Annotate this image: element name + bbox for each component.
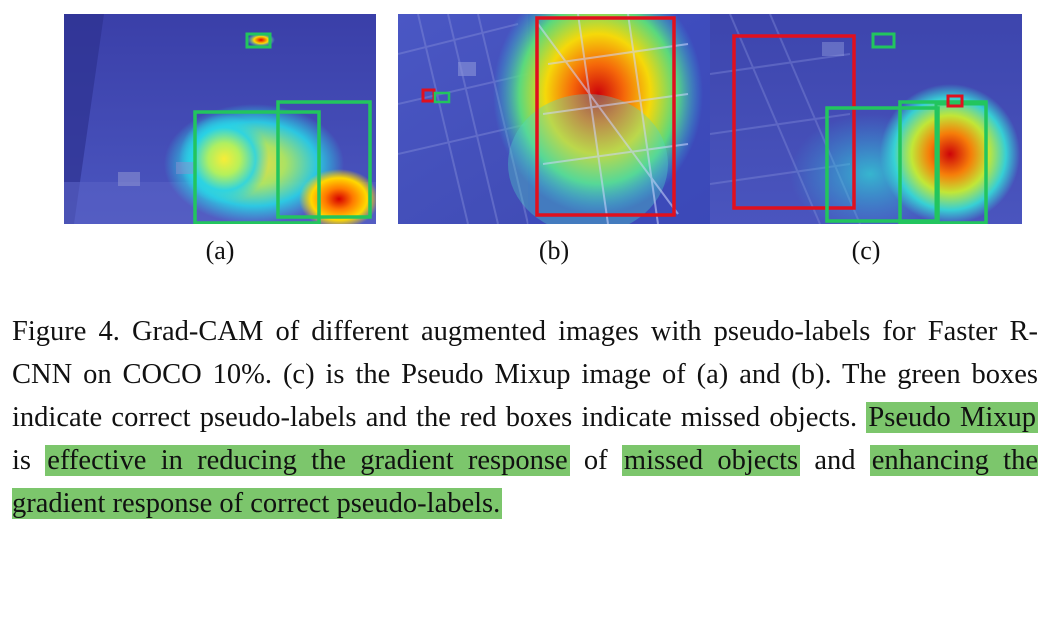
- correct-box: [433, 91, 451, 104]
- gradcam-image-b: [398, 14, 710, 224]
- subfigure-label-b: (b): [538, 236, 570, 265]
- caption-text: is: [12, 445, 46, 476]
- caption-text: Figure 4. Grad-CAM of different augmente…: [12, 316, 1038, 433]
- gradcam-image-c: [710, 14, 1022, 224]
- figure-caption: Figure 4. Grad-CAM of different augmente…: [12, 310, 1038, 525]
- caption-highlight: Pseudo Mixup: [866, 402, 1038, 433]
- caption-highlight: effective in reducing the gradient respo…: [45, 445, 570, 476]
- gradcam-panel-a: [64, 14, 376, 224]
- correct-box: [193, 110, 321, 224]
- subfigure-label-c: (c): [851, 236, 881, 265]
- gradcam-panel-c: [710, 14, 1022, 224]
- caption-text: and: [800, 445, 870, 476]
- correct-box: [871, 32, 896, 49]
- correct-box: [825, 106, 940, 223]
- gradcam-panel-b: [398, 14, 710, 224]
- caption-highlight: missed objects: [621, 445, 801, 476]
- missed-box: [732, 34, 856, 210]
- caption-text: of: [569, 445, 622, 476]
- subfigure-label-a: (a): [205, 236, 235, 265]
- missed-box: [535, 16, 676, 217]
- correct-box: [276, 100, 372, 219]
- missed-box: [946, 94, 964, 108]
- gradcam-image-a: [64, 14, 376, 224]
- correct-box: [245, 32, 272, 49]
